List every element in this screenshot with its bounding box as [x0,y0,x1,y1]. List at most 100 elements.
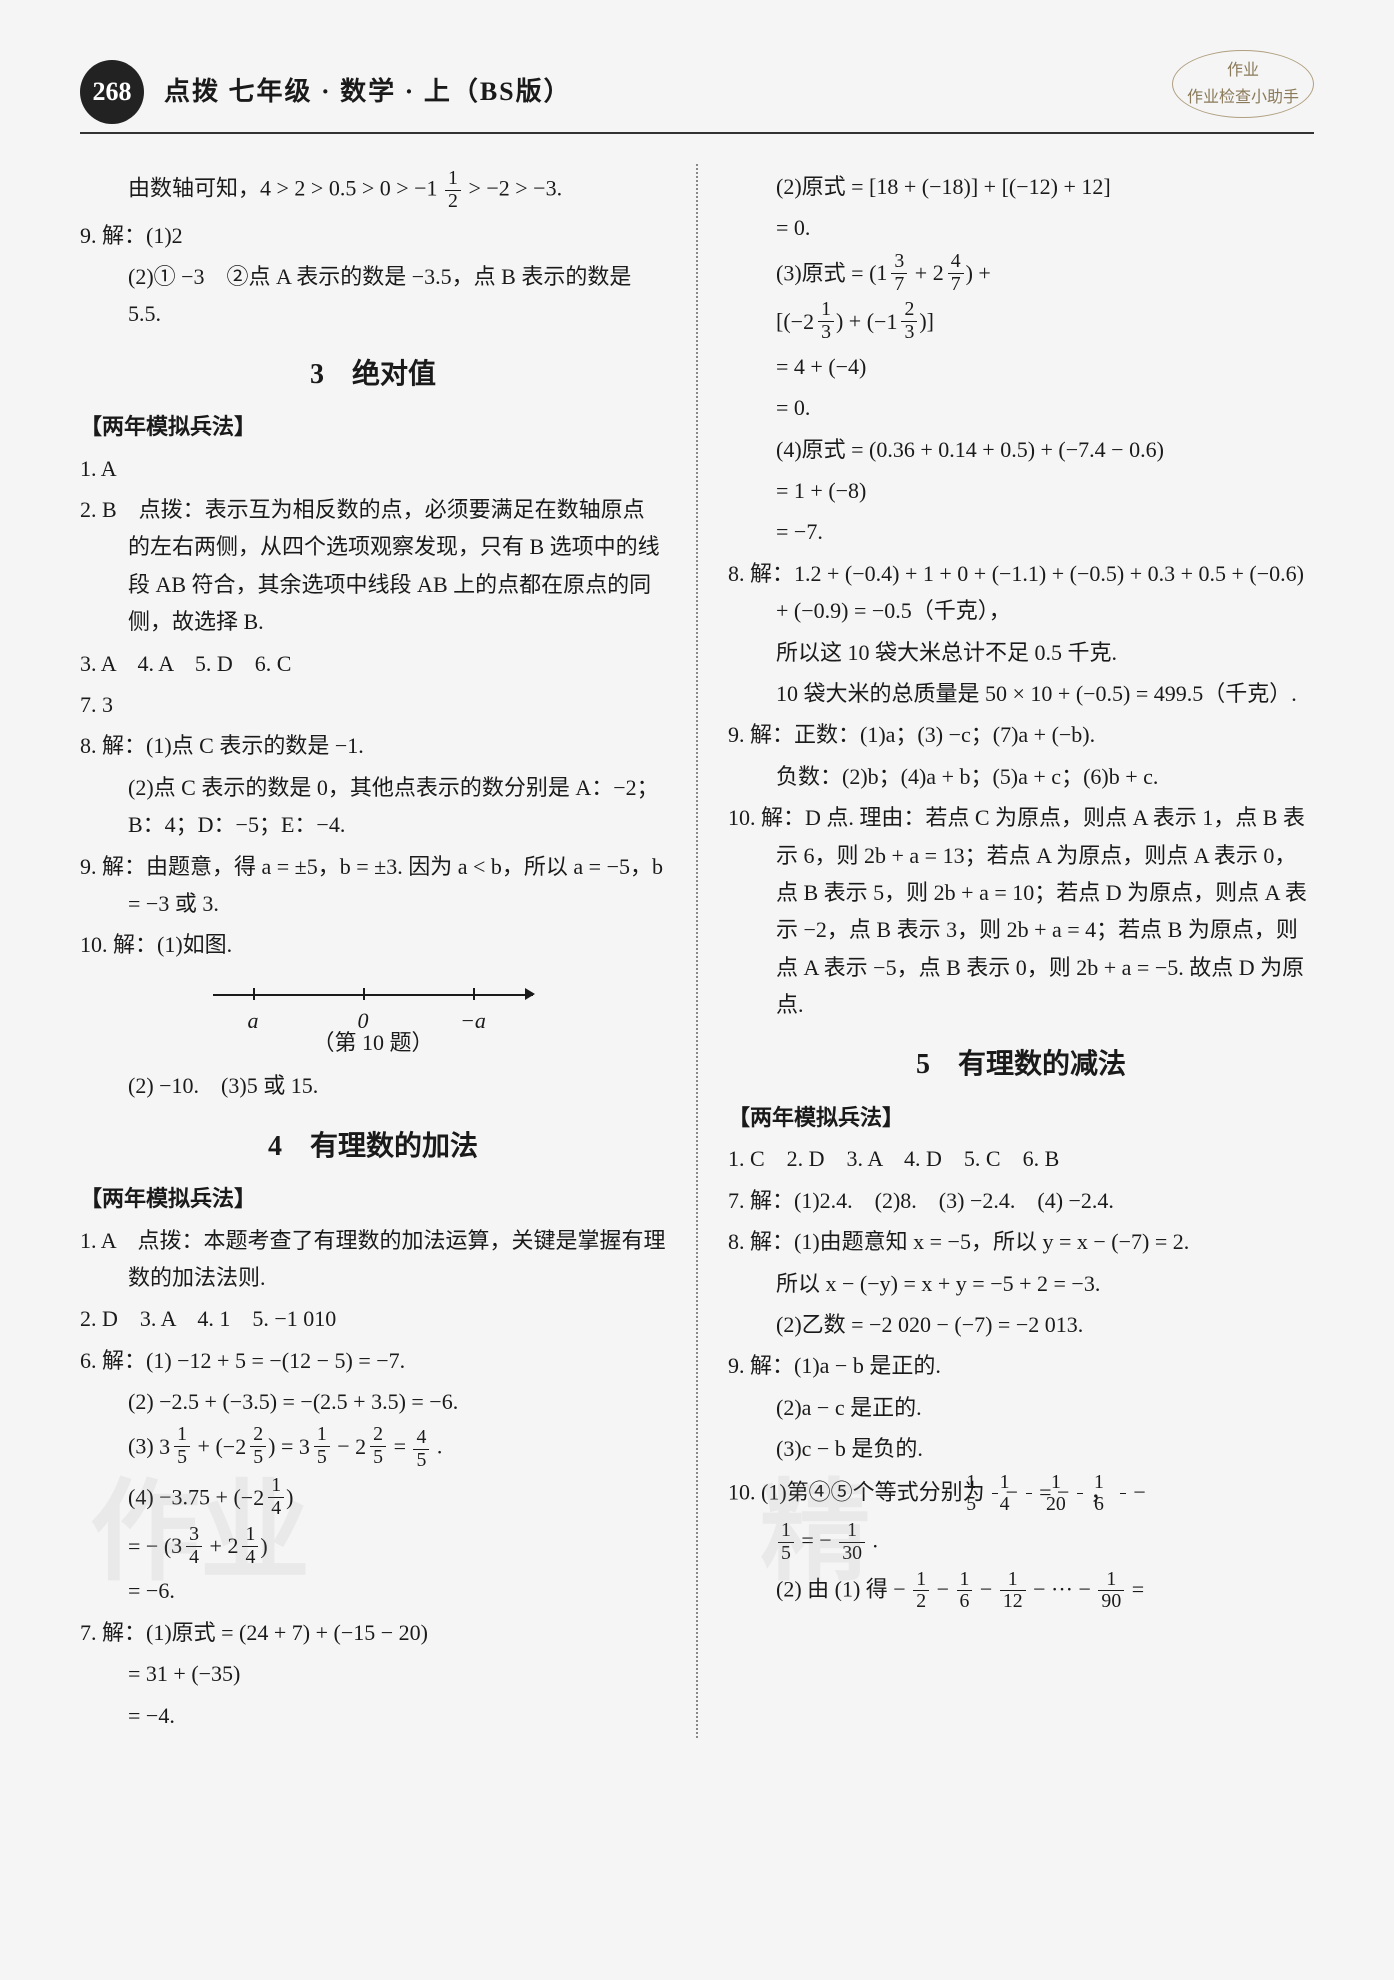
s4-6d-1: (4) −3.75 + (−214) [80,1475,666,1520]
s4-6c: (3) 315 + (−225) = 315 − 225 = 45 . [80,1424,666,1471]
s3-10b: (2) −10. (3)5 或 15. [80,1067,666,1104]
fraction: 130 [839,1520,865,1565]
s5-9a: 9. 解：(1)a − b 是正的. [728,1347,1314,1384]
right-column: (2)原式 = [18 + (−18)] + [(−12) + 12] = 0.… [728,164,1314,1738]
s5-8a: 8. 解：(1)由题意知 x = −5，所以 y = x − (−7) = 2. [728,1223,1314,1260]
r10: 10. 解：D 点. 理由：若点 C 为原点，则点 A 表示 1，点 B 表示 … [728,799,1314,1023]
mixed: 247 [933,251,966,296]
text: 由数轴可知，4 > 2 > 0.5 > 0 > −1 [128,175,438,200]
q9-1: 9. 解：(1)2 [80,217,666,254]
r8c: 10 袋大米的总质量是 50 × 10 + (−0.5) = 499.5（千克）… [728,675,1314,712]
s4-6b: (2) −2.5 + (−3.5) = −(2.5 + 3.5) = −6. [80,1383,666,1420]
fraction: 45 [413,1427,429,1472]
fraction: 12 [913,1569,929,1614]
section-4-title: 4 有理数的加法 [80,1123,666,1171]
text: 10. (1)第④⑤个等式分别为 [728,1479,985,1504]
number-line: a 0 −a [213,974,533,1014]
text: + [198,1434,216,1459]
s4-7c: = −4. [80,1697,666,1734]
r7-3d: = 0. [728,389,1314,426]
text: = − [801,1527,831,1552]
s3-10a: 10. 解：(1)如图. [80,926,666,963]
mixed: 225 [355,1424,388,1469]
r7-4c: = −7. [728,513,1314,550]
text: = − [128,1533,158,1558]
s4-6d-2: = − (334 + 214) [80,1524,666,1569]
text: (2) 由 (1) 得 − [776,1576,906,1601]
s4-7b: = 31 + (−35) [80,1655,666,1692]
r9a: 9. 解：正数：(1)a；(3) −c；(7)a + (−b). [728,716,1314,753]
s4-1: 1. A 点拨：本题考查了有理数的加法运算，关键是掌握有理数的加法法则. [80,1222,666,1297]
fraction: 14 [1026,1472,1032,1517]
s3-2: 2. B 点拨：表示互为相反数的点，必须要满足在数轴原点的左右两侧，从四个选项观… [80,491,666,641]
text: + [210,1533,228,1558]
subhead: 【两年模拟兵法】 [728,1099,1314,1136]
text: (4) −3.75 + [128,1485,233,1510]
r8b: 所以这 10 袋大米总计不足 0.5 千克. [728,634,1314,671]
mixed: 315 [299,1424,332,1469]
left-column: 由数轴可知，4 > 2 > 0.5 > 0 > −1 12 > −2 > −3.… [80,164,666,1738]
fraction: 15 [778,1520,794,1565]
section-3-title: 3 绝对值 [80,351,666,399]
s3-8a: 8. 解：(1)点 C 表示的数是 −1. [80,727,666,764]
fraction: 12 [445,168,461,213]
s5-9b: (2)a − c 是正的. [728,1389,1314,1426]
mixed: −123 [874,299,919,344]
subhead: 【两年模拟兵法】 [80,1180,666,1217]
text: + [978,260,990,285]
text: − [980,1576,998,1601]
arrow-icon [525,988,535,1000]
r7-2a: (2)原式 = [18 + (−18)] + [(−12) + 12] [728,168,1314,205]
text: (3) [128,1434,159,1459]
mixed: 137 [876,251,909,296]
text: = [281,1434,299,1459]
s3-9: 9. 解：由题意，得 a = ±5，b = ±3. 因为 a < b，所以 a … [80,848,666,923]
text: > −2 > −3. [468,175,562,200]
stamp-top: 作业 [1187,57,1299,84]
fraction: 16 [957,1569,973,1614]
s5-8c: (2)乙数 = −2 020 − (−7) = −2 013. [728,1306,1314,1343]
r7-2b: = 0. [728,209,1314,246]
r7-4a: (4)原式 = (0.36 + 0.14 + 0.5) + (−7.4 − 0.… [728,431,1314,468]
mixed: −213 [791,299,836,344]
r8a: 8. 解：1.2 + (−0.4) + 1 + 0 + (−1.1) + (−0… [728,555,1314,630]
text: (3)原式 = [776,260,869,285]
fraction: 15 [992,1472,998,1517]
s4-6a: 6. 解：(1) −12 + 5 = −(12 − 5) = −7. [80,1342,666,1379]
text: + [849,309,867,334]
s5-10b: 15 = − 130 . [728,1520,1314,1565]
tick [473,988,475,1000]
r7-3b: [(−213) + (−123)] [728,299,1314,344]
text: + [915,260,933,285]
mixed: −214 [241,1475,286,1520]
text: . [437,1434,443,1459]
text: − [1133,1479,1145,1504]
text: = [394,1434,412,1459]
figure-caption: （第 10 题） [80,1024,666,1061]
s5-10c: (2) 由 (1) 得 − 12 − 16 − 112 − ··· − 190 … [728,1569,1314,1614]
mixed: 334 [171,1524,204,1569]
text: − [337,1434,355,1459]
fraction: 16 [1120,1472,1126,1517]
r9b: 负数：(2)b；(4)a + b；(5)a + c；(6)b + c. [728,758,1314,795]
s3-1: 1. A [80,450,666,487]
text: = [1132,1576,1144,1601]
s4-2-5: 2. D 3. A 4. 1 5. −1 010 [80,1300,666,1337]
s5-1-6: 1. C 2. D 3. A 4. D 5. C 6. B [728,1140,1314,1177]
subhead: 【两年模拟兵法】 [80,408,666,445]
label-neg-a: −a [460,1002,486,1039]
fraction: 120 [1077,1472,1083,1517]
tick [253,988,255,1000]
s4-7a: 7. 解：(1)原式 = (24 + 7) + (−15 − 20) [80,1614,666,1651]
r7-4b: = 1 + (−8) [728,472,1314,509]
r7-3c: = 4 + (−4) [728,348,1314,385]
s3-3-6: 3. A 4. A 5. D 6. C [80,645,666,682]
header-title: 点拨 七年级 · 数学 · 上（BS版） [164,70,572,114]
stamp-bottom: 作业检查小助手 [1187,84,1299,111]
s3-7: 7. 3 [80,686,666,723]
stamp: 作业 作业检查小助手 [1172,50,1314,118]
mixed: 315 [159,1424,192,1469]
opening-line: 由数轴可知，4 > 2 > 0.5 > 0 > −1 12 > −2 > −3. [80,168,666,213]
s5-10a: 10. (1)第④⑤个等式分别为 15 − 14 = − 120 ， 16 − [728,1472,1314,1517]
columns: 由数轴可知，4 > 2 > 0.5 > 0 > −1 12 > −2 > −3.… [80,164,1314,1738]
